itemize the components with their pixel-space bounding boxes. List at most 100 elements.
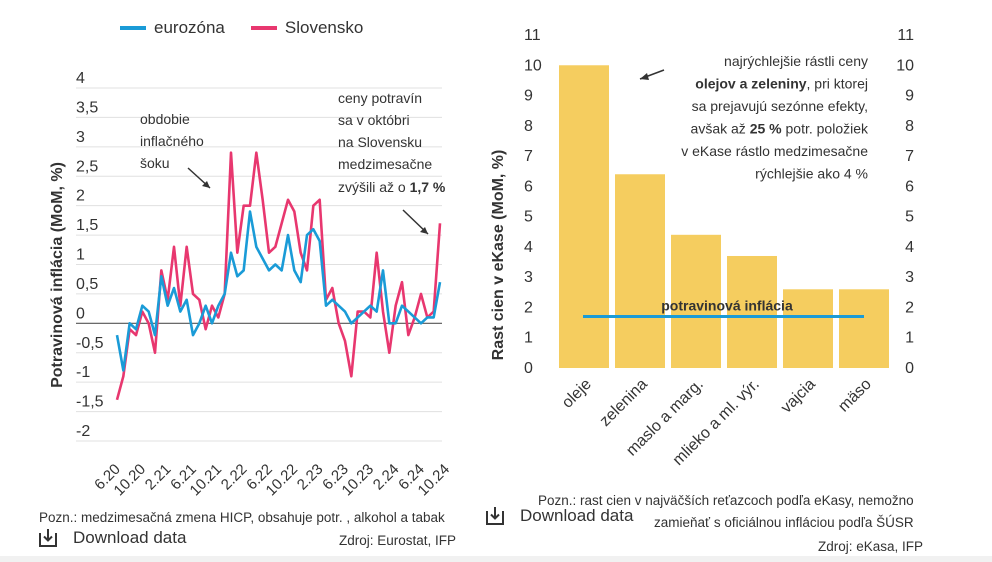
right-download-button[interactable]: Download data [484,505,633,527]
right-note-line-2: zamieňať s oficiálnou infláciou podľa ŠÚ… [654,515,914,530]
x-tick-label: 2.21 [142,461,175,494]
annotation-oils-line: olejov a zeleniny, pri ktorej [695,76,868,92]
y-tick-label-right: 10 [896,57,914,74]
y-tick-label: -0,5 [76,335,104,352]
y-tick-label-left: 6 [524,178,533,195]
left-download-button[interactable]: Download data [37,527,186,549]
y-tick-label: 2 [76,188,85,205]
x-tick-label: zelenina [597,376,651,430]
series-line-slovakia [115,151,442,401]
annotation-oils-line: sa prejavujú sezónne efekty, [692,98,868,114]
annotation-oils-line: najrýchlejšie rástli ceny [724,53,868,69]
bar [839,289,889,368]
right-source: Zdroj: eKasa, IFP [818,539,924,554]
left-y-axis-ticks: -2 -1,5 -1 -0,5 0 0,5 1 1,5 2 2,5 3 3,5 4 [76,70,104,440]
y-tick-label-left: 4 [524,239,533,256]
left-series-group [115,151,442,401]
annotation-oct-arrowhead [420,227,428,234]
legend: eurozóna Slovensko [120,18,363,38]
annotation-shock-arrowhead [202,181,210,188]
annotation-oct-line-1: ceny potravín [338,90,422,106]
inflation-reference: potravinová inflácia [583,298,864,319]
y-tick-label-left: 5 [524,209,533,226]
download-icon [486,507,504,525]
y-tick-label: 1,5 [76,217,98,234]
annotation-oct-line-4: medzimesačne [338,156,432,172]
x-tick-label: oleje [559,376,595,412]
annotation-oils-line: avšak až 25 % potr. položiek [691,121,869,137]
left-line-chart: -2 -1,5 -1 -0,5 0 0,5 1 1,5 2 2,5 3 3,5 4 6.2010.202… [49,70,453,500]
bar [727,255,777,368]
y-tick-label: 3 [76,129,85,146]
y-tick-label-right: 9 [905,88,914,105]
annotation-shock: obdobie inflačného šoku [140,111,211,189]
annotation-october: ceny potravín sa v októbri na Slovensku … [338,90,446,235]
left-download-label: Download data [73,528,187,547]
y-tick-label-left: 0 [524,360,533,377]
bottom-strip [0,556,992,562]
y-tick-label-right: 0 [905,360,914,377]
annotation-oct-line-5: zvýšili až o 1,7 % [338,179,446,195]
annotation-shock-line-2: inflačného [140,133,204,149]
x-tick-label: vajcia [778,376,819,417]
inflation-line-label: potravinová inflácia [661,298,793,314]
y-tick-label: -1 [76,364,90,381]
x-tick-label: 2.23 [294,461,327,494]
series-line-eurozone [115,210,442,372]
bar [559,65,609,368]
right-download-label: Download data [520,506,634,525]
y-tick-label-left: 10 [524,57,542,74]
y-tick-label: 3,5 [76,99,98,116]
y-tick-label-right: 7 [905,148,914,165]
x-tick-label: 2.24 [370,461,403,494]
left-note: Pozn.: medzimesačná zmena HICP, obsahuje… [39,510,445,525]
annotation-shock-line-1: obdobie [140,111,190,127]
x-tick-label: mäso [835,376,875,416]
y-tick-label-right: 3 [905,269,914,286]
y-tick-label-right: 1 [905,330,914,347]
y-tick-label: 0 [76,305,85,322]
y-tick-label-right: 4 [905,239,914,256]
y-tick-label: -1,5 [76,394,104,411]
annotation-oils-line: v eKase rástlo medzimesačne [681,143,868,159]
y-tick-label-right: 5 [905,209,914,226]
annotation-oct-line-3: na Slovensku [338,134,422,150]
legend-label-eurozone: eurozóna [154,18,225,37]
y-tick-label-left: 2 [524,299,533,316]
left-source: Zdroj: Eurostat, IFP [339,533,457,548]
annotation-oils-arrowhead [640,73,649,80]
left-x-axis-ticks: 6.2010.202.216.2110.212.226.2210.222.236… [91,461,453,500]
y-tick-label-left: 11 [524,27,541,44]
right-note-line-1: Pozn.: rast cien v najväčších reťazcoch … [538,493,914,508]
y-tick-label-left: 9 [524,88,533,105]
bar [783,289,833,368]
y-tick-label-left: 8 [524,118,533,135]
legend-swatch-eurozone [120,26,146,30]
left-y-axis-label: Potravinová inflácia (MoM, %) [49,162,66,388]
legend-item-eurozone[interactable]: eurozóna [120,18,225,38]
legend-item-slovakia[interactable]: Slovensko [250,18,364,38]
y-tick-label-left: 3 [524,269,533,286]
y-tick-label: 2,5 [76,158,98,175]
legend-swatch-slovakia [250,26,277,30]
right-y-axis-label: Rast cien v eKase (MoM, %) [490,150,507,361]
y-tick-label-right: 6 [905,178,914,195]
y-tick-label-right: 8 [905,118,914,135]
x-tick-label: 2.22 [218,461,251,494]
y-tick-label-left: 7 [524,148,533,165]
y-tick-label-right: 2 [905,299,914,316]
y-tick-label: 1 [76,247,85,264]
bar [671,234,721,368]
y-tick-label: 0,5 [76,276,98,293]
download-icon [39,529,57,547]
annotation-oct-line-2: sa v októbri [338,112,410,128]
bar [615,174,665,368]
y-tick-label-left: 1 [524,330,533,347]
y-tick-label: 4 [76,70,85,87]
legend-label-slovakia: Slovensko [284,18,364,37]
annotation-shock-line-3: šoku [140,155,170,171]
y-tick-label: -2 [76,423,90,440]
